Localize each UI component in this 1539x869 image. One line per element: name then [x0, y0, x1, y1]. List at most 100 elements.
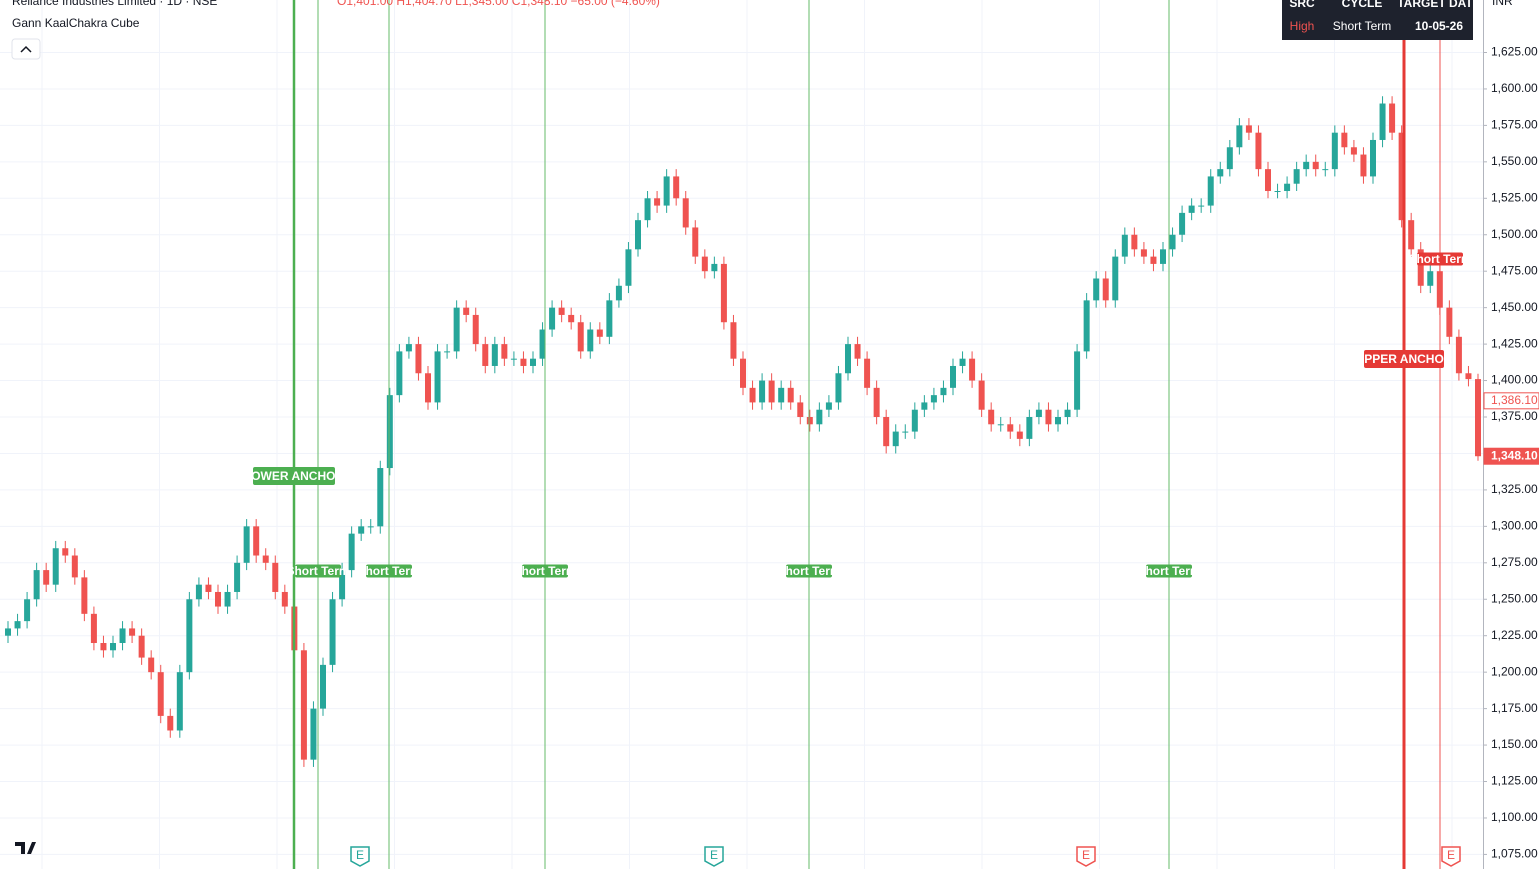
candle-body	[501, 344, 508, 359]
tv-logo	[15, 842, 36, 854]
candle-body	[71, 555, 78, 578]
candle-body	[405, 344, 412, 352]
y-tick-label: 1,475.00	[1491, 263, 1538, 277]
candle-body	[1179, 212, 1186, 235]
candle-body	[1236, 125, 1243, 148]
candle-body	[940, 387, 947, 396]
candle-body	[243, 526, 250, 563]
candle-body	[740, 358, 746, 388]
logo-shape	[15, 842, 36, 854]
cycle-label: Short Term	[357, 564, 420, 578]
candle-body	[1360, 154, 1367, 177]
candle-body	[950, 365, 956, 388]
candle-body	[358, 526, 365, 534]
candle-body	[1370, 139, 1376, 177]
cycle-label: Short Term	[286, 564, 349, 578]
cycle-label-bg	[1146, 564, 1192, 578]
candle-body	[167, 715, 174, 731]
candle-body	[1131, 234, 1138, 250]
candle-body	[434, 351, 441, 403]
candle-body	[1093, 278, 1100, 301]
currency: INR	[1492, 0, 1513, 8]
candle-body	[1055, 417, 1061, 425]
candle-body	[1331, 132, 1338, 170]
event-label: E	[1447, 848, 1455, 862]
y-tick-label: 1,150.00	[1491, 737, 1538, 751]
candle-body	[348, 533, 355, 571]
table-header: CYCLE	[1342, 0, 1383, 10]
table-header: SRC	[1289, 0, 1315, 10]
candle-body	[215, 591, 221, 607]
candle-body	[1417, 249, 1424, 286]
candle-body	[673, 176, 680, 199]
candle-body	[176, 672, 183, 731]
cycle-label-bg	[1417, 252, 1463, 266]
candle-body	[1398, 132, 1405, 221]
y-tick-label: 1,300.00	[1491, 519, 1538, 533]
event-icon	[350, 846, 370, 867]
candle-body	[100, 643, 107, 651]
cycle-label: Short Term	[777, 564, 840, 578]
candle-body	[186, 599, 193, 673]
candle-body	[1465, 373, 1472, 380]
upper-anchor: UPPER ANCHOR	[1356, 352, 1453, 366]
candle-body	[768, 380, 775, 403]
candle-body	[759, 380, 766, 403]
candle-body	[806, 417, 813, 425]
candle-body	[568, 314, 575, 323]
candle-body	[1455, 336, 1462, 374]
candle-body	[1026, 417, 1033, 439]
candle-body	[310, 708, 317, 760]
collapse-button[interactable]	[11, 38, 41, 60]
candle-body	[539, 329, 546, 359]
candle-body	[787, 387, 794, 403]
candle-body	[1255, 132, 1262, 170]
candle-body	[491, 344, 498, 366]
candle-body	[606, 300, 613, 337]
candle-body	[1064, 409, 1071, 418]
candle-body	[1427, 271, 1434, 286]
candle-body	[1274, 191, 1281, 193]
candle-body	[81, 577, 88, 614]
event-icon	[1441, 846, 1461, 867]
candle-body	[988, 409, 995, 425]
y-tick-label: 1,550.00	[1491, 154, 1538, 168]
candle-body	[558, 307, 565, 315]
candle-body	[119, 628, 126, 644]
plot	[5, 96, 1481, 767]
candle-body	[596, 329, 603, 337]
candle-body	[959, 358, 966, 366]
candle-body	[615, 285, 622, 301]
candle-body	[1045, 409, 1052, 425]
candle-body	[1341, 132, 1348, 148]
y-tick-label: 1,225.00	[1491, 628, 1538, 642]
cycle-label-bg	[295, 564, 341, 578]
candle-body	[472, 314, 479, 345]
candle-body	[692, 227, 699, 257]
cycle-label: Short Term	[1408, 252, 1471, 266]
cycle-label: Short Term	[1137, 564, 1200, 578]
candle-body	[1160, 249, 1166, 264]
candle-body	[892, 431, 899, 447]
y-tick-label: 1,425.00	[1491, 336, 1538, 350]
candle-body	[425, 373, 431, 403]
candle-body	[148, 657, 155, 673]
y-tick-label: 1,525.00	[1491, 190, 1538, 204]
candle-body	[129, 628, 136, 636]
candle-body	[711, 263, 718, 272]
candle-body	[778, 387, 785, 403]
candle-body	[110, 643, 116, 651]
candle-body	[1016, 431, 1023, 439]
price-label: 1,386.10	[1491, 393, 1538, 407]
candle-body	[1322, 169, 1329, 171]
candle-body	[854, 344, 861, 359]
candle-body	[1350, 147, 1357, 155]
candle-body	[797, 402, 804, 418]
candle-body	[300, 650, 307, 760]
y-tick-label: 1,200.00	[1491, 664, 1538, 678]
candle-body	[43, 570, 50, 585]
candle-body	[444, 351, 451, 353]
candle-body	[1379, 103, 1386, 140]
candle-body	[930, 395, 937, 403]
candle-body	[396, 351, 403, 396]
